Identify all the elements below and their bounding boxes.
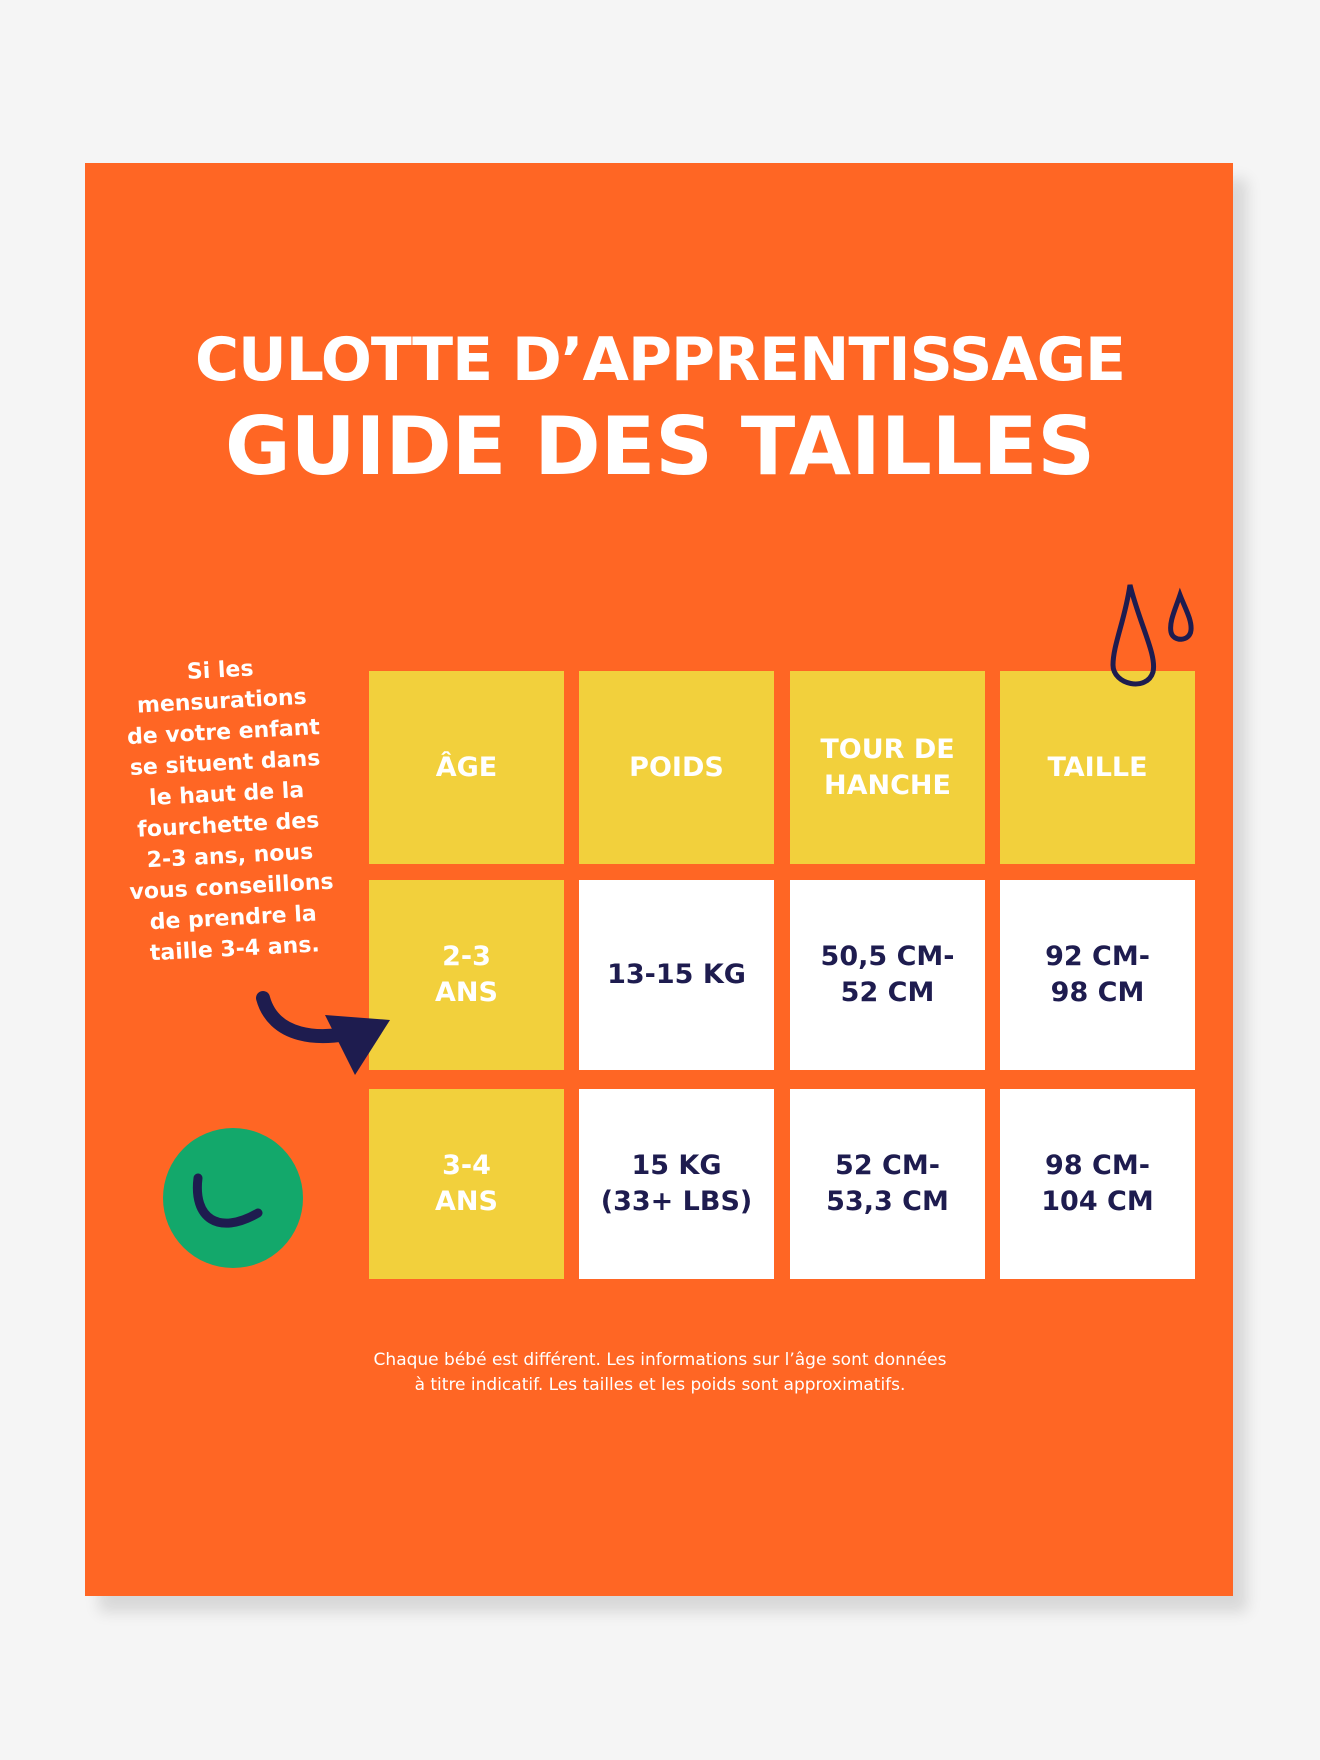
water-drops-icon <box>1110 584 1194 687</box>
row1-age: 2-3 ANS <box>369 880 564 1070</box>
title-line2: GUIDE DES TAILLES <box>224 400 1096 493</box>
header-age: ÂGE <box>369 671 564 864</box>
side-note: Si les mensurations de votre enfant se s… <box>126 656 335 967</box>
header-height: TAILLE <box>1000 671 1195 864</box>
smiley-circle-icon <box>163 1128 303 1268</box>
curved-arrow-icon <box>256 991 390 1075</box>
title-line1: CULOTTE D’APPRENTISSAGE <box>195 325 1126 395</box>
disclaimer: Chaque bébé est différent. Les informati… <box>373 1350 947 1395</box>
header-weight: POIDS <box>579 671 774 864</box>
size-guide-panel <box>85 163 1233 1596</box>
row2-weight: 15 KG (33+ LBS) <box>579 1089 774 1279</box>
row1-hip: 50,5 CM- 52 CM <box>790 880 985 1070</box>
row1-height: 92 CM- 98 CM <box>1000 880 1195 1070</box>
row2-height: 98 CM- 104 CM <box>1000 1089 1195 1279</box>
row2-hip: 52 CM- 53,3 CM <box>790 1089 985 1279</box>
header-hip: TOUR DE HANCHE <box>790 671 985 864</box>
row1-weight: 13-15 KG <box>579 880 774 1070</box>
row2-age: 3-4 ANS <box>369 1089 564 1279</box>
